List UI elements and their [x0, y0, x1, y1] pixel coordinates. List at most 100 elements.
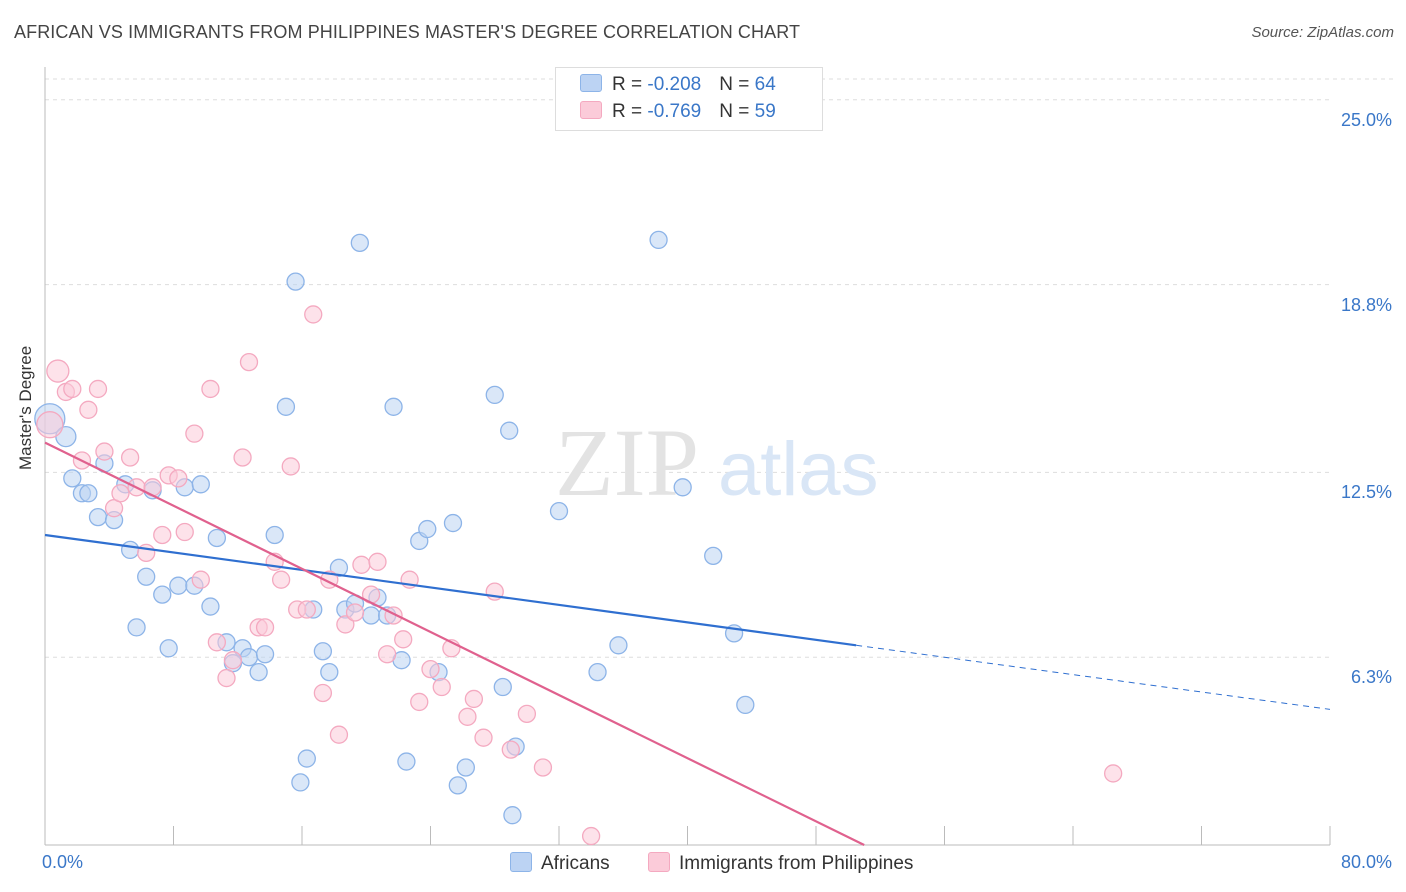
point-africans	[704, 546, 723, 566]
y-tick-label: 25.0%	[1340, 109, 1392, 130]
point-africans	[79, 484, 98, 503]
point-philippines	[517, 704, 537, 723]
point-philippines	[120, 448, 140, 467]
point-philippines	[281, 457, 300, 476]
y-tick-label: 12.5%	[1340, 482, 1392, 503]
point-philippines	[207, 633, 227, 652]
legend-r-label: R =	[612, 74, 648, 95]
watermark-atlas: atlas	[718, 427, 879, 512]
point-philippines	[394, 630, 413, 649]
point-philippines	[474, 728, 493, 747]
point-philippines	[368, 552, 387, 571]
bottom-legend-philippines: Immigrants from Philippines	[648, 852, 913, 875]
legend-row-philippines: R = -0.769 N = 59	[580, 101, 776, 127]
point-philippines	[46, 359, 70, 383]
point-philippines	[458, 707, 477, 726]
legend-r-label: R =	[612, 101, 648, 122]
point-philippines	[239, 352, 259, 372]
point-africans	[418, 519, 437, 539]
point-philippines	[410, 692, 429, 712]
point-philippines	[304, 305, 323, 324]
point-philippines	[1104, 764, 1123, 783]
point-africans	[159, 639, 178, 658]
bottom-legend-swatch-africans	[510, 852, 532, 872]
point-philippines	[352, 555, 371, 574]
watermark-zip: ZIP	[555, 409, 699, 516]
point-africans	[88, 507, 108, 527]
point-africans	[485, 385, 504, 405]
point-philippines	[384, 606, 403, 625]
point-africans	[153, 585, 172, 604]
point-philippines	[329, 725, 349, 744]
point-africans	[329, 558, 349, 577]
point-philippines	[223, 651, 243, 670]
point-africans	[127, 618, 146, 637]
point-philippines	[501, 740, 520, 759]
point-africans	[207, 528, 227, 548]
point-philippines	[432, 677, 451, 697]
point-africans	[456, 758, 475, 777]
point-africans	[120, 540, 140, 560]
bottom-legend-swatch-philippines	[648, 852, 670, 872]
trendline-philippines	[44, 441, 865, 846]
point-africans	[361, 606, 381, 625]
point-africans	[137, 567, 156, 586]
point-philippines	[336, 615, 355, 634]
point-philippines	[36, 411, 64, 439]
point-africans	[384, 397, 403, 416]
legend-n-value: 59	[754, 101, 776, 122]
point-africans	[736, 695, 755, 715]
point-philippines	[297, 600, 316, 619]
x-tick-left: 0.0%	[42, 852, 84, 872]
point-philippines	[581, 826, 601, 846]
legend-swatch-africans	[580, 74, 602, 92]
point-philippines	[185, 424, 204, 443]
point-philippines	[217, 668, 236, 688]
point-africans	[265, 525, 284, 545]
source-label: Source: ZipAtlas.com	[1251, 24, 1394, 41]
point-philippines	[377, 645, 397, 664]
bottom-legend-africans: Africans	[510, 852, 610, 875]
point-africans	[255, 645, 275, 664]
point-africans	[286, 272, 305, 291]
x-tick-right: 80.0%	[1340, 852, 1392, 872]
legend-n-label: N =	[719, 101, 755, 122]
point-africans	[239, 648, 259, 667]
point-africans	[291, 773, 310, 792]
point-africans	[503, 806, 522, 825]
point-africans	[276, 397, 296, 416]
point-philippines	[255, 618, 275, 637]
point-africans	[191, 475, 210, 494]
point-africans	[313, 642, 333, 661]
point-philippines	[233, 448, 252, 467]
point-africans	[448, 776, 467, 795]
legend-row-africans: R = -0.208 N = 64	[580, 74, 776, 100]
point-philippines	[79, 400, 98, 419]
point-philippines	[63, 379, 82, 399]
legend-n-value: 64	[754, 74, 776, 95]
point-philippines	[111, 484, 130, 503]
point-philippines	[153, 525, 172, 545]
point-philippines	[88, 379, 108, 399]
point-africans	[673, 478, 692, 497]
bottom-legend-label-philippines: Immigrants from Philippines	[679, 853, 914, 874]
point-africans	[350, 233, 369, 253]
point-philippines	[201, 379, 220, 399]
y-tick-label: 6.3%	[1350, 667, 1392, 688]
point-philippines	[533, 758, 553, 777]
point-philippines	[191, 570, 210, 589]
point-philippines	[313, 683, 333, 703]
point-africans	[500, 421, 519, 440]
legend-n-label: N =	[719, 74, 755, 95]
correlation-legend: R = -0.208 N = 64 R = -0.769 N = 59	[555, 67, 823, 131]
point-africans	[169, 576, 188, 595]
point-philippines	[345, 603, 365, 622]
chart-title: AFRICAN VS IMMIGRANTS FROM PHILIPPINES M…	[14, 22, 801, 42]
point-philippines	[464, 689, 484, 709]
point-africans	[201, 597, 220, 616]
point-africans	[320, 662, 339, 682]
point-africans	[609, 636, 628, 655]
point-africans	[297, 749, 316, 768]
point-africans	[443, 513, 463, 533]
